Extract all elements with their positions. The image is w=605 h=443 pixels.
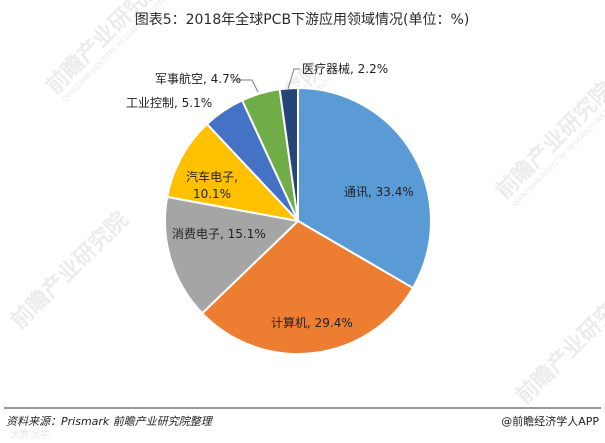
pie-slice-consumer xyxy=(164,195,301,315)
slice-label-military: 军事航空, 4.7% xyxy=(155,71,241,86)
watermark-text: 前瞻产业研究院 xyxy=(491,77,605,204)
slice-label-automotive-value: 10.1% xyxy=(193,187,231,201)
pie-slice-computer xyxy=(200,219,415,355)
slice-label-telecom: 通讯, 33.4% xyxy=(344,185,414,199)
slice-label-computer: 计算机, 29.4% xyxy=(271,315,353,330)
leader-line-medical xyxy=(287,68,300,90)
pie-slice-medical xyxy=(278,86,299,222)
leader-line-military xyxy=(231,79,259,93)
pie-slices xyxy=(164,86,432,355)
source-note: 资料来源：Prismark 前瞻产业研究院整理 xyxy=(6,415,214,428)
watermark-text: 前瞻产业研究院 xyxy=(6,207,133,334)
watermark-text: 前瞻产业研究院 xyxy=(511,282,605,409)
pie-slice-telecom xyxy=(297,86,432,290)
leader-lines xyxy=(231,68,300,93)
credit-note: @前瞻经济学人APP xyxy=(501,414,599,428)
pie-slice-automotive xyxy=(166,122,301,223)
slice-label-industrial: 工业控制, 5.1% xyxy=(126,96,212,110)
corner-watermark: 大数据学 xyxy=(10,428,50,441)
slice-label-consumer: 消费电子, 15.1% xyxy=(172,227,266,241)
slice-label-medical: 医疗器械, 2.2% xyxy=(302,61,388,76)
slice-label-automotive: 汽车电子, xyxy=(186,169,238,184)
chart-title: 图表5：2018年全球PCB下游应用领域情况(单位：%) xyxy=(135,11,470,28)
